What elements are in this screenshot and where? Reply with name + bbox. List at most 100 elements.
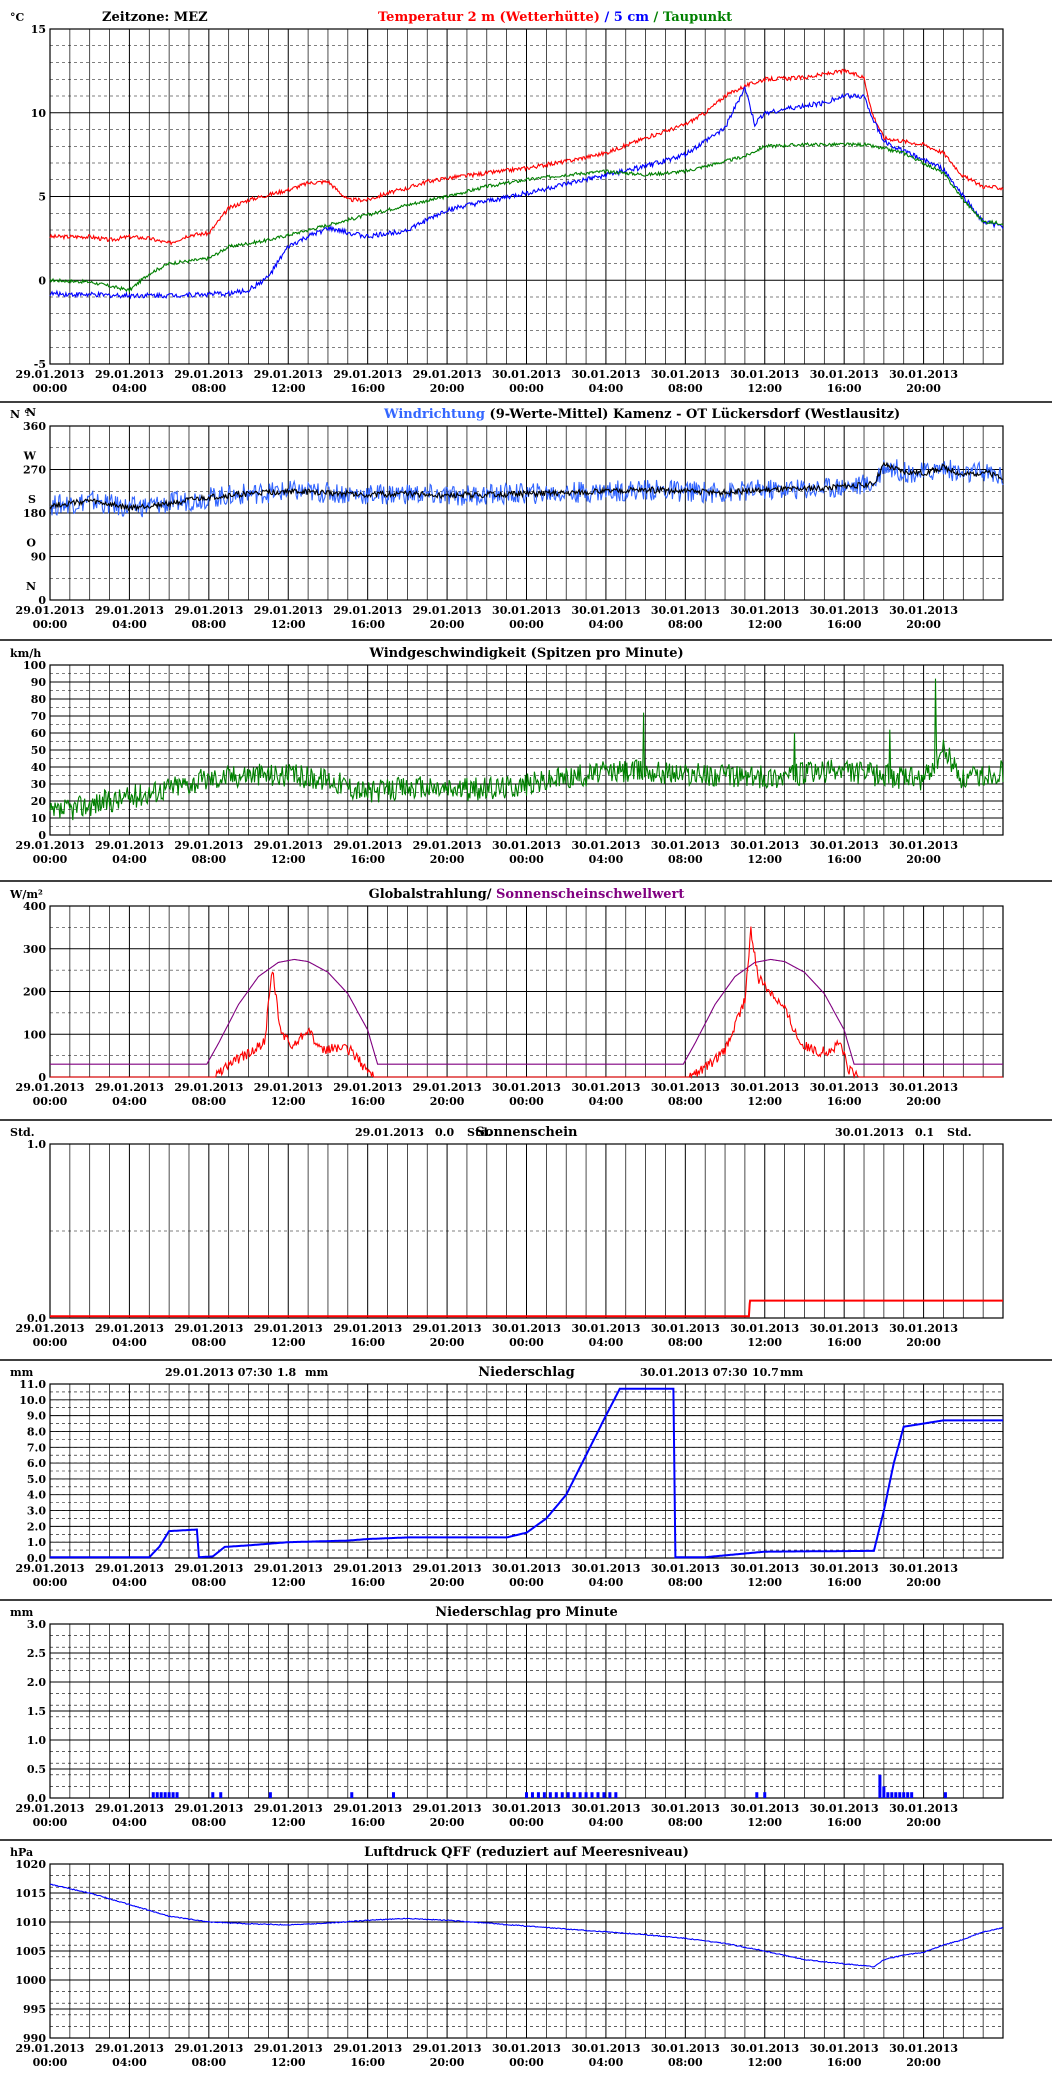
x-tick-date: 30.01.2013 [651, 2042, 720, 2055]
y-tick-label: 1.5 [27, 1705, 46, 1718]
x-tick-date: 30.01.2013 [492, 1081, 561, 1094]
x-tick-time: 04:00 [112, 2056, 147, 2069]
title-part: (9-Werte-Mittel) [485, 407, 608, 422]
x-tick-time: 12:00 [747, 1336, 782, 1349]
y-unit: Std. [10, 1126, 35, 1139]
x-tick-time: 12:00 [747, 1576, 782, 1589]
x-tick-time: 00:00 [33, 1816, 68, 1829]
x-tick-date: 30.01.2013 [730, 1562, 799, 1575]
x-tick-date: 30.01.2013 [730, 1081, 799, 1094]
y-tick-letter: N [26, 406, 36, 419]
x-tick-time: 20:00 [430, 1576, 465, 1589]
precip-bar [902, 1792, 906, 1798]
series-line-1 [49, 68, 1004, 246]
x-tick-time: 08:00 [191, 1095, 226, 1108]
x-tick-date: 30.01.2013 [571, 1322, 640, 1335]
y-tick-label: 0.0 [27, 1312, 46, 1325]
x-tick-date: 30.01.2013 [730, 1322, 799, 1335]
series-line-2 [49, 85, 1004, 300]
plot-frame [49, 1383, 1004, 1559]
x-tick-time: 12:00 [271, 618, 306, 631]
y-unit: °C [10, 11, 25, 24]
x-tick-time: 12:00 [271, 2056, 306, 2069]
x-tick-time: 16:00 [350, 2056, 385, 2069]
precip-bar [167, 1792, 171, 1798]
x-tick-time: 20:00 [430, 618, 465, 631]
summary-unit: mm [305, 1366, 329, 1379]
x-tick-date: 29.01.2013 [333, 368, 402, 381]
x-tick-time: 20:00 [430, 382, 465, 395]
x-tick-date: 30.01.2013 [810, 1322, 879, 1335]
x-tick-date: 29.01.2013 [174, 368, 243, 381]
x-tick-time: 00:00 [33, 618, 68, 631]
precip-bar [548, 1792, 552, 1798]
title-part: Taupunkt [663, 10, 732, 25]
x-tick-time: 08:00 [668, 382, 703, 395]
y-unit: W/m² [9, 888, 43, 901]
x-tick-date: 30.01.2013 [810, 604, 879, 617]
x-tick-time: 04:00 [112, 1576, 147, 1589]
x-tick-date: 30.01.2013 [571, 368, 640, 381]
y-tick-letter: W [23, 450, 37, 463]
x-tick-time: 20:00 [430, 1816, 465, 1829]
x-tick-time: 00:00 [509, 618, 544, 631]
y-tick-label: 90 [31, 551, 47, 564]
x-tick-date: 30.01.2013 [492, 1322, 561, 1335]
x-tick-time: 12:00 [271, 1336, 306, 1349]
x-tick-time: 20:00 [906, 1576, 941, 1589]
series-line-1 [49, 1883, 1004, 1968]
y-tick-label: 15 [31, 23, 46, 36]
x-tick-date: 30.01.2013 [889, 1802, 958, 1815]
title-part: Windrichtung [383, 407, 485, 422]
y-tick-label: 1.0 [27, 1536, 46, 1549]
x-tick-date: 30.01.2013 [651, 1802, 720, 1815]
x-tick-date: 30.01.2013 [810, 368, 879, 381]
title-part: Kamenz - OT Lückersdorf (Westlausitz) [608, 407, 900, 422]
x-tick-date: 29.01.2013 [333, 2042, 402, 2055]
x-tick-date: 30.01.2013 [651, 604, 720, 617]
series-line-1 [49, 678, 1004, 821]
y-tick-label: 40 [31, 761, 47, 774]
x-tick-date: 30.01.2013 [492, 604, 561, 617]
x-tick-date: 30.01.2013 [730, 368, 799, 381]
x-tick-time: 16:00 [827, 853, 862, 866]
x-tick-time: 00:00 [33, 1576, 68, 1589]
precip-bar [560, 1792, 564, 1798]
x-tick-date: 29.01.2013 [254, 604, 323, 617]
x-tick-time: 16:00 [827, 1816, 862, 1829]
title-part: / [649, 10, 663, 25]
x-tick-time: 20:00 [430, 2056, 465, 2069]
y-tick-label: 1020 [15, 1858, 46, 1871]
title-part: Globalstrahlung/ [369, 887, 496, 902]
precip-bar [159, 1792, 163, 1798]
x-tick-time: 16:00 [827, 1576, 862, 1589]
summary-unit: Std. [467, 1126, 492, 1139]
x-tick-date: 29.01.2013 [254, 1802, 323, 1815]
y-tick-label: 1010 [15, 1916, 46, 1929]
y-tick-label: 0.0 [27, 1792, 46, 1805]
x-tick-date: 29.01.2013 [95, 1081, 164, 1094]
x-tick-date: 30.01.2013 [571, 1562, 640, 1575]
x-tick-date: 29.01.2013 [174, 1802, 243, 1815]
precip-bar [886, 1792, 890, 1798]
x-tick-time: 04:00 [112, 853, 147, 866]
x-tick-date: 29.01.2013 [333, 1562, 402, 1575]
precip-bar [755, 1792, 759, 1798]
x-tick-time: 20:00 [906, 382, 941, 395]
x-tick-date: 30.01.2013 [571, 1081, 640, 1094]
y-tick-label: -5 [34, 358, 46, 371]
x-tick-time: 08:00 [668, 853, 703, 866]
x-tick-time: 00:00 [509, 1816, 544, 1829]
x-tick-time: 00:00 [33, 382, 68, 395]
series-line-2 [49, 461, 1004, 512]
x-tick-date: 29.01.2013 [95, 2042, 164, 2055]
x-tick-time: 16:00 [350, 382, 385, 395]
x-tick-date: 29.01.2013 [16, 1562, 85, 1575]
x-tick-date: 29.01.2013 [16, 1802, 85, 1815]
summary-date: 29.01.2013 07:30 [165, 1366, 273, 1379]
x-tick-date: 29.01.2013 [174, 1081, 243, 1094]
x-tick-date: 30.01.2013 [492, 1802, 561, 1815]
y-unit: mm [10, 1366, 34, 1379]
